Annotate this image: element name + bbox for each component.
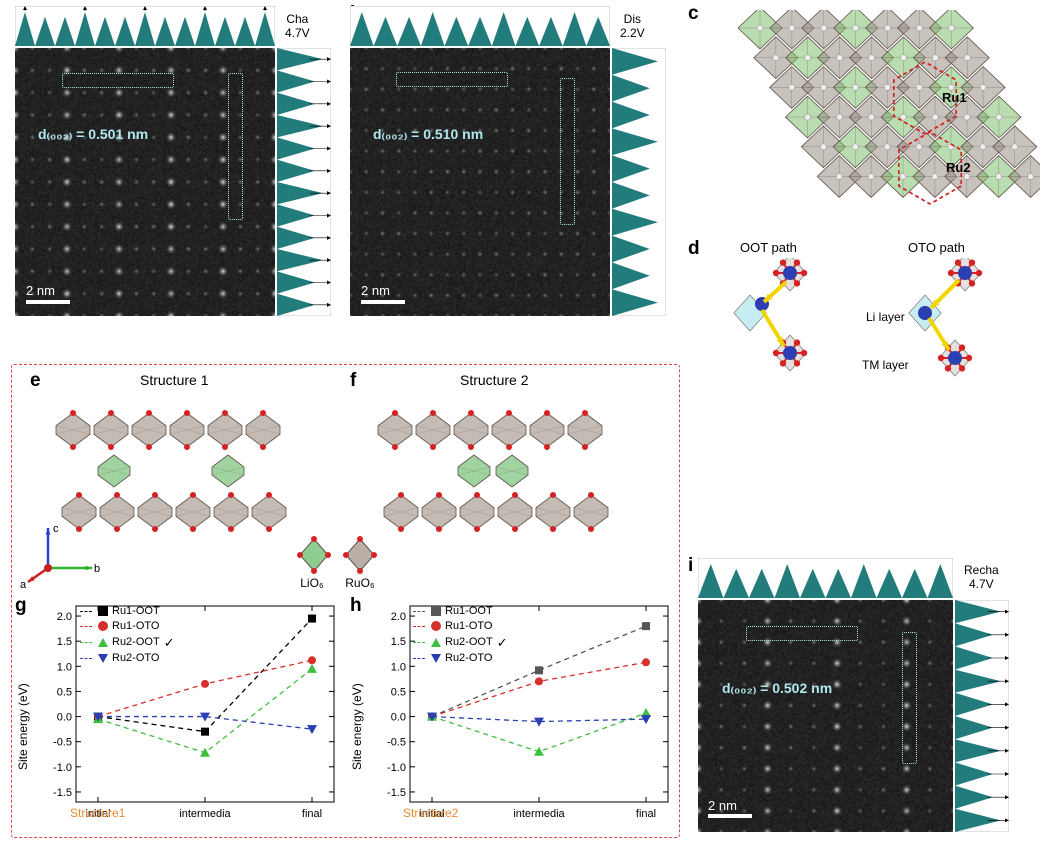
svg-text:1.5: 1.5 bbox=[391, 636, 406, 648]
stem-b-d002: d₍₀₀₂₎ = 0.510 nm bbox=[373, 126, 483, 143]
svg-text:0.5: 0.5 bbox=[57, 686, 72, 698]
svg-text:c: c bbox=[53, 523, 59, 535]
panel-d-diagram bbox=[695, 258, 1045, 393]
structure1-caption: Structure 1 bbox=[140, 372, 208, 388]
stem-a-state: Cha4.7V bbox=[285, 12, 310, 41]
stem-a-side-profile bbox=[277, 48, 331, 316]
svg-text:2.0: 2.0 bbox=[57, 611, 72, 623]
stem-b-roi-top bbox=[396, 72, 508, 87]
svg-text:final: final bbox=[636, 808, 656, 820]
stem-i-side-profile bbox=[955, 600, 1009, 832]
svg-text:-1.0: -1.0 bbox=[387, 762, 406, 774]
structure2-caption: Structure 2 bbox=[460, 372, 528, 388]
legend-lio6: LiO₆ bbox=[292, 576, 332, 590]
chart-g-caption: Structure1 bbox=[70, 806, 125, 820]
svg-text:final: final bbox=[302, 808, 322, 820]
svg-text:-1.5: -1.5 bbox=[387, 787, 406, 799]
panel-d-li-layer: Li layer bbox=[866, 310, 905, 324]
stem-b-state: Dis2.2V bbox=[620, 12, 645, 41]
octahedra-legend bbox=[294, 530, 384, 580]
svg-text:a: a bbox=[20, 579, 27, 590]
stem-i-state: Recha4.7V bbox=[964, 563, 999, 592]
stem-a-scalebar bbox=[26, 300, 70, 304]
svg-text:intermedia: intermedia bbox=[513, 808, 565, 820]
stem-a-top-profile bbox=[15, 6, 275, 46]
svg-text:b: b bbox=[94, 563, 100, 575]
svg-text:Ru2: Ru2 bbox=[946, 160, 971, 175]
chart-h-legend: Ru1-OOT Ru1-OTO Ru2-OOT ✓ Ru2-OTO bbox=[413, 604, 508, 666]
panel-label-d: d bbox=[688, 238, 700, 260]
stem-i-scalebar bbox=[708, 814, 752, 818]
stem-b-top-profile bbox=[350, 6, 610, 46]
chart-g-legend: Ru1-OOT Ru1-OTO Ru2-OOT ✓ Ru2-OTO bbox=[80, 604, 175, 666]
svg-text:-1.0: -1.0 bbox=[53, 762, 72, 774]
stem-i-d002: d₍₀₀₂₎ = 0.502 nm bbox=[722, 680, 832, 697]
stem-b-side-profile bbox=[612, 48, 666, 316]
crystal-axes: c b a bbox=[20, 520, 110, 590]
stem-b-scalebar bbox=[361, 300, 405, 304]
svg-text:2.0: 2.0 bbox=[391, 611, 406, 623]
stem-i-roi-side bbox=[902, 632, 917, 764]
panel-label-i: i bbox=[688, 555, 693, 577]
stem-b-roi-side bbox=[560, 78, 575, 225]
stem-a-roi-side bbox=[228, 73, 243, 220]
stem-a-scalebar-label: 2 nm bbox=[26, 283, 55, 298]
stem-a-roi-top bbox=[62, 73, 174, 88]
structure2-model bbox=[370, 390, 620, 570]
svg-text:-0.5: -0.5 bbox=[387, 737, 406, 749]
svg-text:1.0: 1.0 bbox=[57, 661, 72, 673]
svg-text:0.0: 0.0 bbox=[391, 712, 406, 724]
svg-text:0.0: 0.0 bbox=[57, 712, 72, 724]
panel-d-title-oto: OTO path bbox=[908, 240, 965, 255]
stem-b-scalebar-label: 2 nm bbox=[361, 283, 390, 298]
svg-text:1.5: 1.5 bbox=[57, 636, 72, 648]
svg-text:intermedia: intermedia bbox=[179, 808, 231, 820]
panel-d-title-oot: OOT path bbox=[740, 240, 797, 255]
stem-i-scalebar-label: 2 nm bbox=[708, 798, 737, 813]
chart-h-caption: Structure2 bbox=[403, 806, 458, 820]
stem-i-roi-top bbox=[746, 626, 858, 641]
svg-text:1.0: 1.0 bbox=[391, 661, 406, 673]
svg-text:-0.5: -0.5 bbox=[53, 737, 72, 749]
stem-a-d002: d₍₀₀₂₎ = 0.501 nm bbox=[38, 126, 148, 143]
panel-c-honeycomb: Ru1 Ru2 bbox=[690, 10, 1040, 232]
chart-h-ylabel: Site energy (eV) bbox=[350, 683, 364, 770]
svg-text:Ru1: Ru1 bbox=[942, 90, 967, 105]
stem-i-top-profile bbox=[698, 558, 953, 598]
legend-ruo6: RuO₆ bbox=[340, 576, 380, 590]
svg-text:0.5: 0.5 bbox=[391, 686, 406, 698]
panel-d-tm-layer: TM layer bbox=[862, 358, 909, 372]
svg-text:-1.5: -1.5 bbox=[53, 787, 72, 799]
chart-g-ylabel: Site energy (eV) bbox=[16, 683, 30, 770]
